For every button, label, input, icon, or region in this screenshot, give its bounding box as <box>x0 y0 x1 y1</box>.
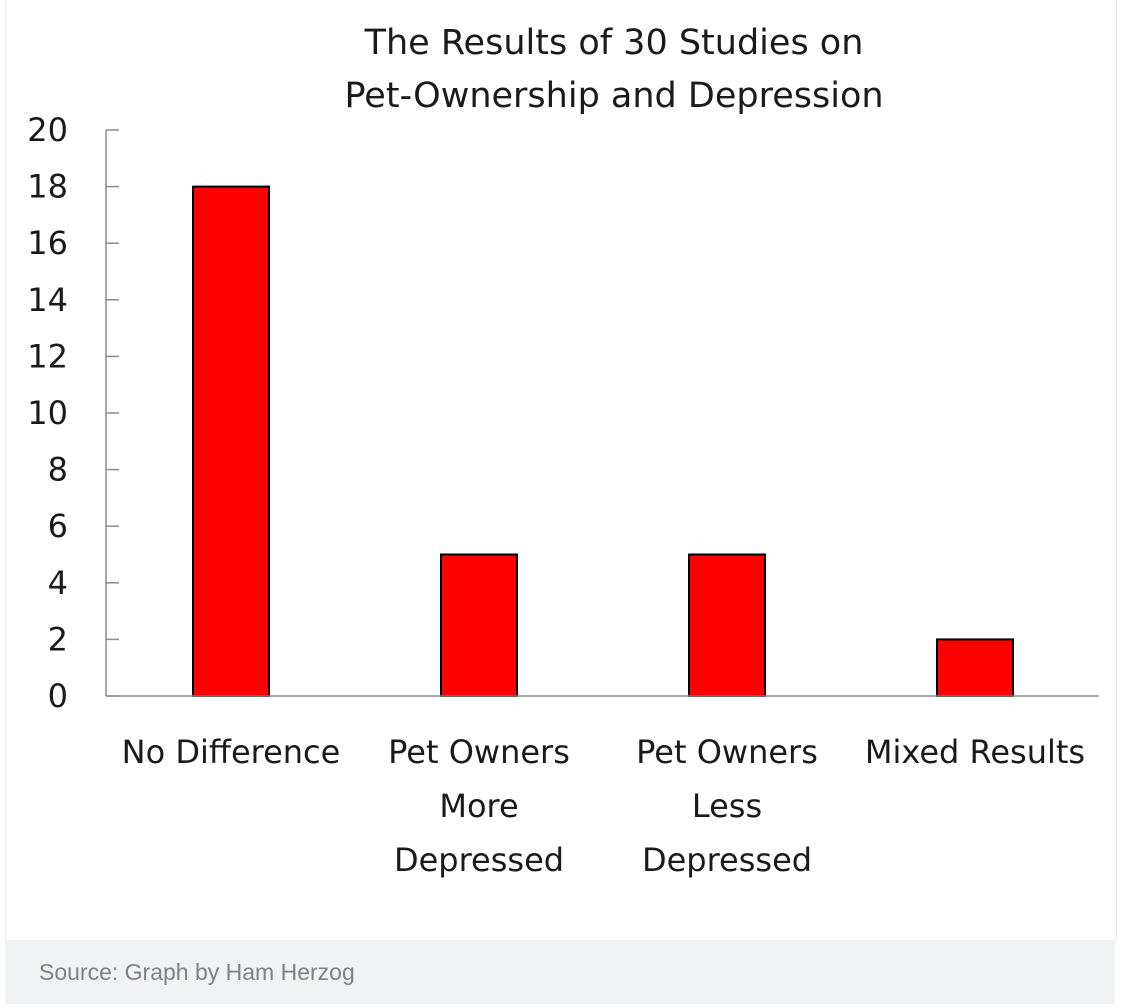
x-category-label: Mixed Results <box>865 733 1085 771</box>
y-tick-label: 10 <box>27 394 68 432</box>
bar <box>440 553 518 697</box>
y-tick-label: 0 <box>48 677 68 715</box>
y-tick-label: 8 <box>48 451 68 489</box>
bar-chart: The Results of 30 Studies on Pet-Ownershi… <box>27 23 1099 879</box>
x-category-label: Depressed <box>642 841 812 879</box>
chart-title-line-2: Pet-Ownership and Depression <box>344 76 883 116</box>
y-tick-label: 12 <box>27 337 68 375</box>
x-category-label: Pet Owners <box>388 733 570 771</box>
y-tick-label: 18 <box>27 168 68 206</box>
x-category-label: Pet Owners <box>636 733 818 771</box>
caption-bar: Source: Graph by Ham Herzog <box>5 940 1115 1004</box>
category-labels: No Difference Pet Owners More Depressed Pet … <box>122 733 1085 879</box>
source-caption: Source: Graph by Ham Herzog <box>39 958 355 985</box>
y-tick-label: 4 <box>48 564 68 602</box>
x-category-label: No Difference <box>122 733 341 771</box>
x-category-label: More <box>439 787 518 825</box>
chart-frame: The Results of 30 Studies on Pet-Ownershi… <box>5 0 1117 940</box>
chart-title: The Results of 30 Studies on Pet-Ownershi… <box>344 23 883 116</box>
x-category-label: Depressed <box>394 841 564 879</box>
y-tick-label: 2 <box>48 620 68 658</box>
bar <box>936 638 1014 698</box>
y-tick-label: 6 <box>48 507 68 545</box>
y-tick-label: 14 <box>27 281 68 319</box>
x-category-label: Less <box>692 787 762 825</box>
y-axis: 0 2 4 6 8 10 12 14 16 18 20 <box>27 111 119 715</box>
bars <box>192 185 1014 698</box>
y-tick-label: 20 <box>27 111 68 149</box>
bar <box>688 553 766 697</box>
y-tick-label: 16 <box>27 224 68 262</box>
chart-title-line-1: The Results of 30 Studies on <box>364 23 864 63</box>
bar <box>192 185 270 697</box>
